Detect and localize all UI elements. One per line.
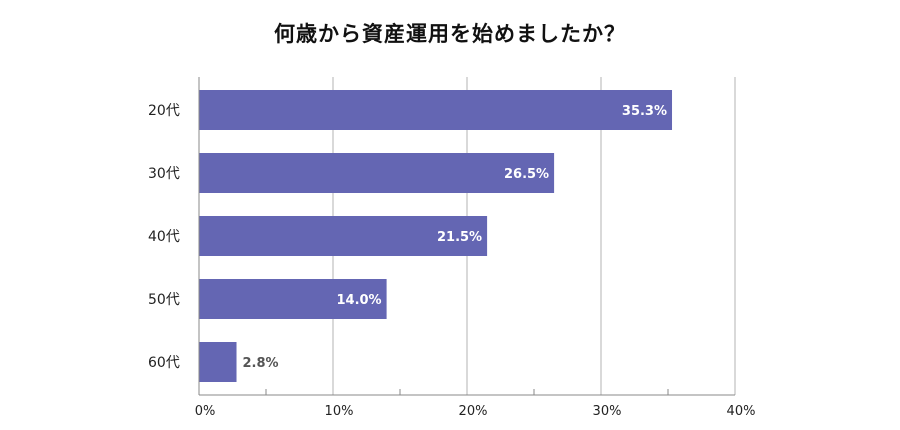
axes [198,77,735,396]
bar [199,90,673,130]
bar [199,279,387,319]
bar [199,216,488,256]
value-label: 21.5% [437,230,482,245]
labels: 0% 10% 20% 30% 40% 20代 35.3% 30代 26.5% 40代 21.5% 50… [148,103,755,419]
value-label: 14.0% [336,293,381,308]
x-tick-label: 30% [593,404,622,419]
category-label: 60代 [148,355,180,371]
value-label: 26.5% [504,167,549,182]
category-label: 20代 [148,103,180,119]
value-label: 35.3% [622,104,667,119]
bars [199,90,673,382]
x-tick-label: 20% [459,404,488,419]
bar [199,153,555,193]
bar [199,342,237,382]
value-label: 2.8% [243,356,279,371]
chart-title: 何歳から資産運用を始めましたか？ [274,22,626,46]
x-tick-label: 0% [195,404,216,419]
category-label: 30代 [148,166,180,182]
category-label: 40代 [148,229,180,245]
x-tick-label: 10% [325,404,354,419]
category-label: 50代 [148,292,180,308]
x-tick-label: 40% [727,404,756,419]
